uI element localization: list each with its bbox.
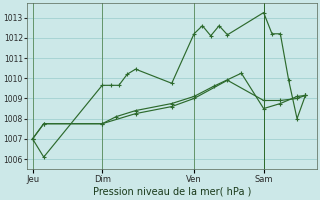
X-axis label: Pression niveau de la mer( hPa ): Pression niveau de la mer( hPa )	[92, 187, 251, 197]
